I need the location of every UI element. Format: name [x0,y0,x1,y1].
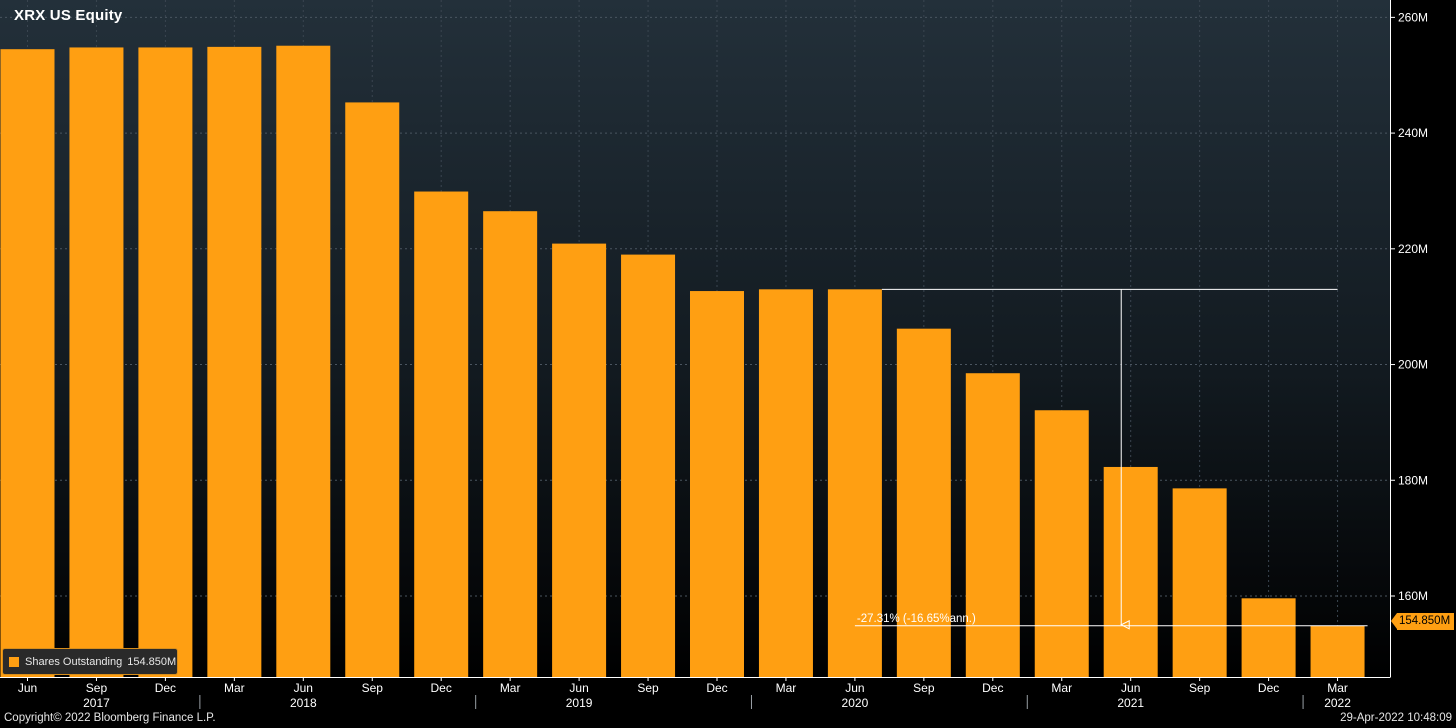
x-tick-label: Jun [845,681,864,695]
bar [758,289,813,677]
x-tick-label: Jun [1121,681,1140,695]
bar [276,45,331,677]
legend-swatch [9,656,19,667]
x-tick-label: Dec [1258,681,1279,695]
x-year-label: 2020 [842,696,869,710]
y-axis-ticks: 160M 180M 200M 220M 240M 260M [1390,10,1428,603]
bar [621,254,676,677]
x-tick-label: Mar [776,681,797,695]
bar [1103,466,1158,677]
bar [0,49,55,677]
legend-value: 154.850M [127,655,177,668]
y-tick-label: 200M [1398,358,1428,372]
bar [345,102,400,677]
bar [138,47,193,677]
x-axis-ticks: Jun Sep Dec Mar Jun Sep Dec Mar Jun Sep Dec Mar Jun S… [18,677,1351,710]
x-tick-label: Sep [362,681,384,695]
bar [483,211,538,677]
x-tick-label: Jun [18,681,37,695]
y-tick-label: 180M [1398,473,1428,487]
y-tick-label: 220M [1398,242,1428,256]
x-tick-label: Mar [1327,681,1348,695]
bar [1172,488,1227,677]
legend[interactable]: Shares Outstanding 154.850M [2,648,178,675]
y-tick-label: 260M [1398,10,1428,24]
bar [414,191,469,677]
bar-series [0,45,1365,677]
chart-title: XRX US Equity [14,7,123,24]
x-tick-label: Sep [637,681,659,695]
x-tick-label: Dec [706,681,727,695]
axes [0,0,1391,678]
bar [965,373,1020,677]
y-tick-label: 240M [1398,126,1428,140]
x-year-label: 2018 [290,696,317,710]
legend-label: Shares Outstanding [25,655,123,668]
bar [690,291,744,677]
x-tick-label: Dec [431,681,452,695]
copyright-text: Copyright© 2022 Bloomberg Finance L.P. [4,712,216,724]
x-year-label: 2021 [1117,696,1144,710]
bar [207,46,262,677]
x-year-label: 2019 [566,696,593,710]
x-tick-label: Sep [86,681,108,695]
x-tick-label: Sep [913,681,935,695]
bar [1241,598,1296,677]
bar [827,289,882,677]
x-year-label: 2017 [83,696,110,710]
bar [69,47,124,677]
x-tick-label: Jun [569,681,588,695]
bar [1310,625,1365,677]
x-tick-label: Mar [224,681,245,695]
x-tick-label: Mar [1051,681,1072,695]
x-tick-label: Sep [1189,681,1211,695]
x-tick-label: Dec [155,681,176,695]
timestamp-text: 29-Apr-2022 10:48:09 [1340,712,1452,724]
bar [1034,410,1089,677]
measure-label: -27.31% (-16.65%ann.) [857,613,976,625]
x-tick-label: Mar [500,681,521,695]
x-tick-label: Dec [982,681,1003,695]
x-year-label: 2022 [1324,696,1351,710]
x-tick-label: Jun [294,681,313,695]
bar [552,243,607,677]
measure-annotation: -27.31% (-16.65%ann.) [854,288,1368,625]
bar [896,328,951,677]
y-tick-label: 160M [1398,589,1428,603]
last-value-tag: 154.850M [1391,613,1454,630]
